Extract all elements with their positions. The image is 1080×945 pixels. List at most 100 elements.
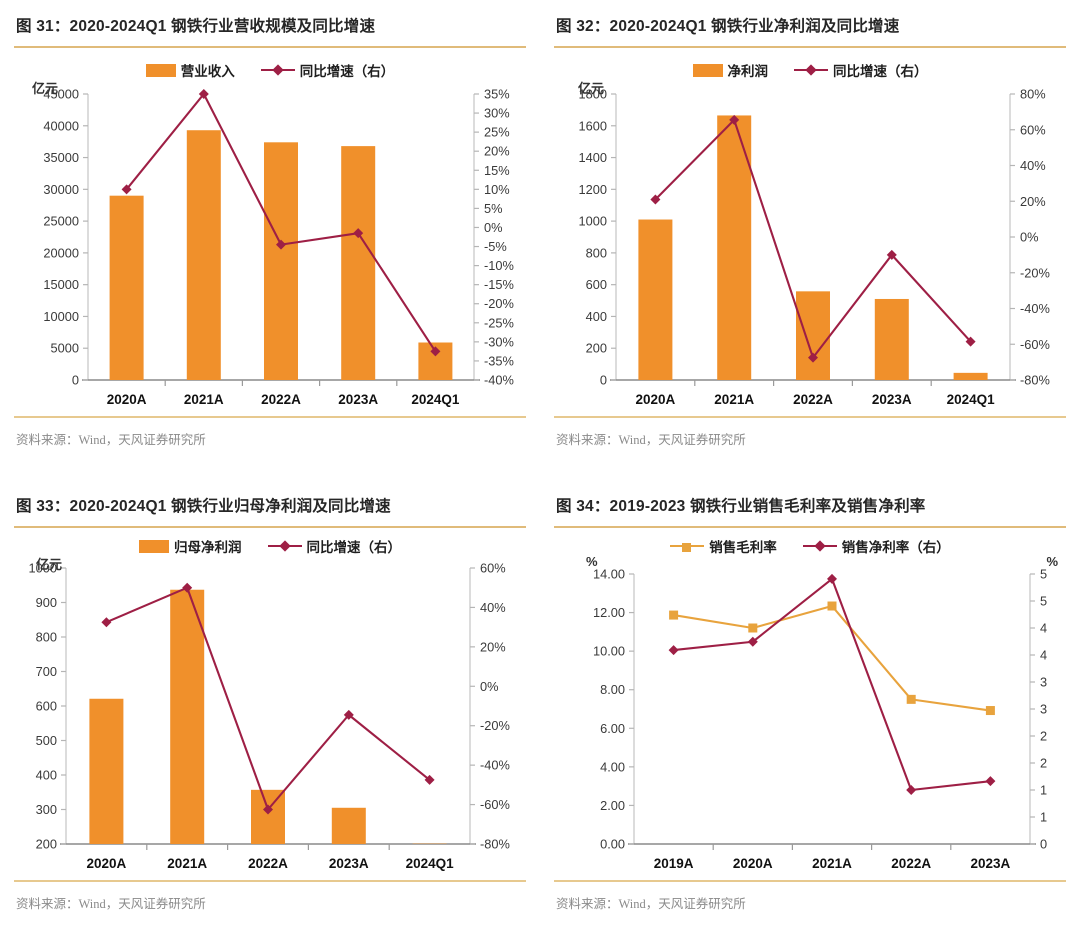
svg-text:30000: 30000 [43,182,79,197]
legend-label-yoy: 同比增速（右） [833,64,928,79]
bar-swatch-icon [145,63,176,77]
figure-33-source: 资料来源：Wind，天风证券研究所 [16,896,206,911]
svg-text:60%: 60% [1020,122,1046,137]
svg-text:800: 800 [36,630,57,645]
svg-text:2021A: 2021A [812,856,852,871]
svg-text:80%: 80% [1020,87,1046,102]
svg-text:-20%: -20% [480,718,510,733]
svg-text:5000: 5000 [51,341,79,356]
svg-text:0: 0 [72,373,79,388]
svg-text:1800: 1800 [579,87,607,102]
legend-label-gross-margin: 销售毛利率 [709,540,777,555]
svg-text:-5%: -5% [484,239,507,254]
figure-32-chart: 净利润 同比增速（右） 亿元 0 200 400 600 800 1000 1200 1400… [554,48,1066,416]
svg-text:-35%: -35% [484,353,514,368]
figure-34-source: 资料来源：Wind，天风证券研究所 [556,896,746,911]
svg-text:200: 200 [586,341,607,356]
svg-text:200: 200 [36,837,57,852]
bar-swatch-icon [692,63,723,77]
figure-32-title: 图 32：2020-2024Q1 钢铁行业净利润及同比增速 [556,18,900,35]
svg-text:2022A: 2022A [261,392,301,407]
svg-text:20%: 20% [484,144,510,159]
figure-34-left-unit: % [586,554,598,569]
svg-text:30%: 30% [484,106,510,121]
figure-33-bottom-rule [14,880,526,882]
svg-text:-80%: -80% [1020,373,1050,388]
svg-text:25000: 25000 [43,214,79,229]
svg-text:35000: 35000 [43,150,79,165]
svg-text:5%: 5% [484,201,503,216]
svg-text:2020A: 2020A [636,392,676,407]
svg-text:45000: 45000 [43,87,79,102]
svg-text:2021A: 2021A [714,392,754,407]
line-swatch-icon [802,540,837,552]
svg-text:2024Q1: 2024Q1 [411,392,460,407]
figure-31-source: 资料来源：Wind，天风证券研究所 [16,432,206,447]
svg-text:1200: 1200 [579,182,607,197]
svg-text:2020A: 2020A [87,856,127,871]
svg-text:0%: 0% [480,679,499,694]
svg-text:-40%: -40% [480,758,510,773]
figure-34-right-unit: % [1046,554,1058,569]
svg-text:3: 3 [1040,675,1047,690]
svg-text:25%: 25% [484,125,510,140]
legend-item-revenue: 营业收入 [145,60,235,80]
figure-32-top-rule [554,46,1066,48]
svg-text:20%: 20% [480,639,506,654]
svg-text:8.00: 8.00 [600,682,625,697]
svg-text:2023A: 2023A [329,856,369,871]
figure-31-bottom-rule [14,416,526,418]
figure-34-title: 图 34：2019-2023 钢铁行业销售毛利率及销售净利率 [556,498,926,515]
legend-label-yoy: 同比增速（右） [306,540,402,555]
svg-text:500: 500 [36,733,57,748]
figure-32-left-unit: 亿元 [578,81,605,96]
svg-text:4: 4 [1040,621,1047,636]
svg-text:-20%: -20% [1020,265,1050,280]
line-swatch-icon [260,64,295,76]
legend-label-net-margin: 销售净利率（右） [841,540,950,555]
svg-text:4: 4 [1040,648,1047,663]
svg-text:1000: 1000 [579,214,607,229]
svg-text:-25%: -25% [484,315,514,330]
legend-label-yoy: 同比增速（右） [299,64,395,79]
figure-31-top-rule [14,46,526,48]
svg-text:2020A: 2020A [107,392,147,407]
figure-32-plot: 0 200 400 600 800 1000 1200 1400 1600 1800 -80% -60… [579,87,1050,408]
svg-text:-15%: -15% [484,277,514,292]
svg-text:60%: 60% [480,561,506,576]
figure-panel-34: 图 34：2019-2023 钢铁行业销售毛利率及销售净利率 销售毛利率 销售净… [540,480,1080,945]
svg-text:12.00: 12.00 [593,605,625,620]
svg-text:0: 0 [600,373,607,388]
svg-text:40%: 40% [480,600,506,615]
svg-text:3: 3 [1040,702,1047,717]
legend-item-yoy: 同比增速（右） [267,536,402,556]
svg-text:-60%: -60% [1020,337,1050,352]
svg-text:-40%: -40% [484,373,514,388]
svg-text:-60%: -60% [480,797,510,812]
svg-text:2024Q1: 2024Q1 [406,856,455,871]
svg-text:1: 1 [1040,783,1047,798]
figure-34-plot: 0.00 2.00 4.00 6.00 8.00 10.00 12.00 14.00 0 1 1 2 2… [593,567,1047,872]
svg-text:400: 400 [586,309,607,324]
legend-label-revenue: 营业收入 [180,64,235,79]
figure-33-plot: 200 300 400 500 600 700 800 900 1000 -80% -60% -40%… [29,561,510,872]
svg-text:2023A: 2023A [872,392,912,407]
figure-32-bottom-rule [554,416,1066,418]
svg-text:15%: 15% [484,163,510,178]
svg-text:40%: 40% [1020,158,1046,173]
svg-text:10000: 10000 [43,309,79,324]
svg-text:800: 800 [586,245,607,260]
figure-31-legend: 营业收入 同比增速（右） [14,60,526,80]
svg-text:2019A: 2019A [654,856,694,871]
svg-text:0%: 0% [484,220,503,235]
svg-text:2.00: 2.00 [600,798,625,813]
svg-text:2024Q1: 2024Q1 [947,392,996,407]
svg-text:-80%: -80% [480,837,510,852]
svg-text:-30%: -30% [484,334,514,349]
svg-text:1400: 1400 [579,150,607,165]
legend-label-attributable-profit: 归母净利润 [174,540,242,555]
svg-text:0%: 0% [1020,230,1039,245]
legend-item-net-margin: 销售净利率（右） [802,536,950,556]
legend-item-gross-margin: 销售毛利率 [670,536,777,556]
